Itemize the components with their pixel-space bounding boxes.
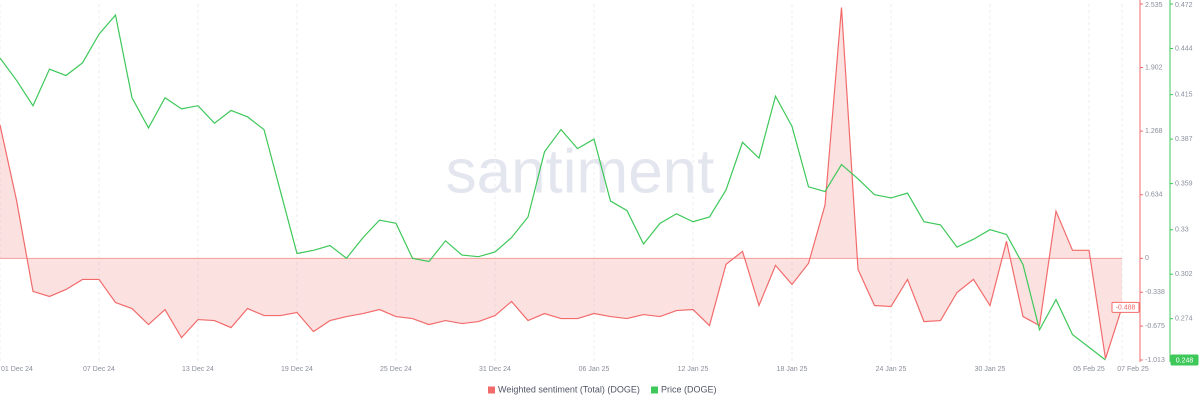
watermark: santiment	[446, 137, 715, 206]
series-line	[0, 7, 1123, 359]
y-tick-label: 1.268	[1145, 128, 1163, 135]
y-tick-label: 0	[1145, 255, 1149, 262]
current-value-label: -0.488	[1116, 305, 1136, 312]
y-tick-label: 1.902	[1145, 64, 1163, 71]
x-tick-label: 07 Feb 25	[1117, 366, 1149, 373]
y2-tick-label: 0.472	[1175, 2, 1193, 9]
y-tick-label: -0.675	[1145, 323, 1165, 330]
x-tick-label: 30 Jan 25	[975, 366, 1006, 373]
legend-label: Weighted sentiment (Total) (DOGE)	[498, 384, 640, 394]
x-tick-label: 31 Dec 24	[479, 366, 511, 373]
y-tick-label: -0.338	[1145, 289, 1165, 296]
current-value-badge	[1170, 354, 1199, 366]
y-tick-label: -1.013	[1145, 357, 1165, 364]
x-tick-label: 01 Dec 24	[1, 366, 33, 373]
y2-tick-label: 0.274	[1175, 316, 1193, 323]
y2-tick-label: 0.415	[1175, 91, 1193, 98]
legend-swatch	[488, 386, 495, 394]
y2-tick-label: 0.33	[1175, 227, 1189, 234]
series-area	[0, 7, 1122, 359]
legend-label: Price (DOGE)	[661, 384, 717, 394]
x-tick-label: 05 Feb 25	[1073, 366, 1105, 373]
x-tick-label: 07 Dec 24	[83, 366, 115, 373]
x-tick-label: 25 Dec 24	[380, 366, 412, 373]
current-value-badge	[1111, 301, 1140, 313]
series-line	[0, 13, 1106, 361]
y2-tick-label: 0.444	[1175, 45, 1193, 52]
x-tick-label: 18 Jan 25	[777, 366, 808, 373]
y2-tick-label: 0.387	[1175, 136, 1193, 143]
current-value-label: 0.248	[1176, 357, 1194, 364]
x-tick-label: 19 Dec 24	[281, 366, 313, 373]
y2-tick-label: 0.302	[1175, 271, 1193, 278]
y-tick-label: 0.634	[1145, 192, 1163, 199]
y2-tick-label: 0.359	[1175, 180, 1193, 187]
legend-swatch	[651, 386, 658, 394]
x-tick-label: 24 Jan 25	[876, 366, 907, 373]
x-tick-label: 06 Jan 25	[579, 366, 610, 373]
y-tick-label: 2.535	[1145, 2, 1163, 9]
x-tick-label: 13 Dec 24	[182, 366, 214, 373]
x-tick-label: 12 Jan 25	[678, 366, 709, 373]
